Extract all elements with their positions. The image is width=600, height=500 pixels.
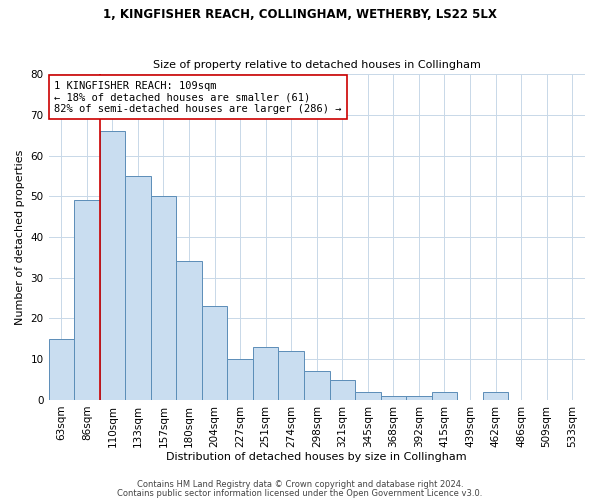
Bar bbox=[151, 196, 176, 400]
Bar bbox=[100, 131, 125, 400]
Text: 1 KINGFISHER REACH: 109sqm
← 18% of detached houses are smaller (61)
82% of semi: 1 KINGFISHER REACH: 109sqm ← 18% of deta… bbox=[54, 80, 341, 114]
Title: Size of property relative to detached houses in Collingham: Size of property relative to detached ho… bbox=[153, 60, 481, 70]
Bar bbox=[253, 347, 278, 400]
Bar bbox=[176, 262, 202, 400]
Bar bbox=[74, 200, 100, 400]
Bar bbox=[355, 392, 380, 400]
Bar bbox=[125, 176, 151, 400]
Bar bbox=[202, 306, 227, 400]
Text: 1, KINGFISHER REACH, COLLINGHAM, WETHERBY, LS22 5LX: 1, KINGFISHER REACH, COLLINGHAM, WETHERB… bbox=[103, 8, 497, 20]
Y-axis label: Number of detached properties: Number of detached properties bbox=[15, 150, 25, 324]
X-axis label: Distribution of detached houses by size in Collingham: Distribution of detached houses by size … bbox=[166, 452, 467, 462]
Bar bbox=[278, 351, 304, 400]
Bar bbox=[227, 359, 253, 400]
Bar bbox=[329, 380, 355, 400]
Bar bbox=[432, 392, 457, 400]
Bar bbox=[483, 392, 508, 400]
Bar bbox=[304, 372, 329, 400]
Text: Contains HM Land Registry data © Crown copyright and database right 2024.: Contains HM Land Registry data © Crown c… bbox=[137, 480, 463, 489]
Text: Contains public sector information licensed under the Open Government Licence v3: Contains public sector information licen… bbox=[118, 489, 482, 498]
Bar bbox=[406, 396, 432, 400]
Bar bbox=[380, 396, 406, 400]
Bar bbox=[49, 339, 74, 400]
